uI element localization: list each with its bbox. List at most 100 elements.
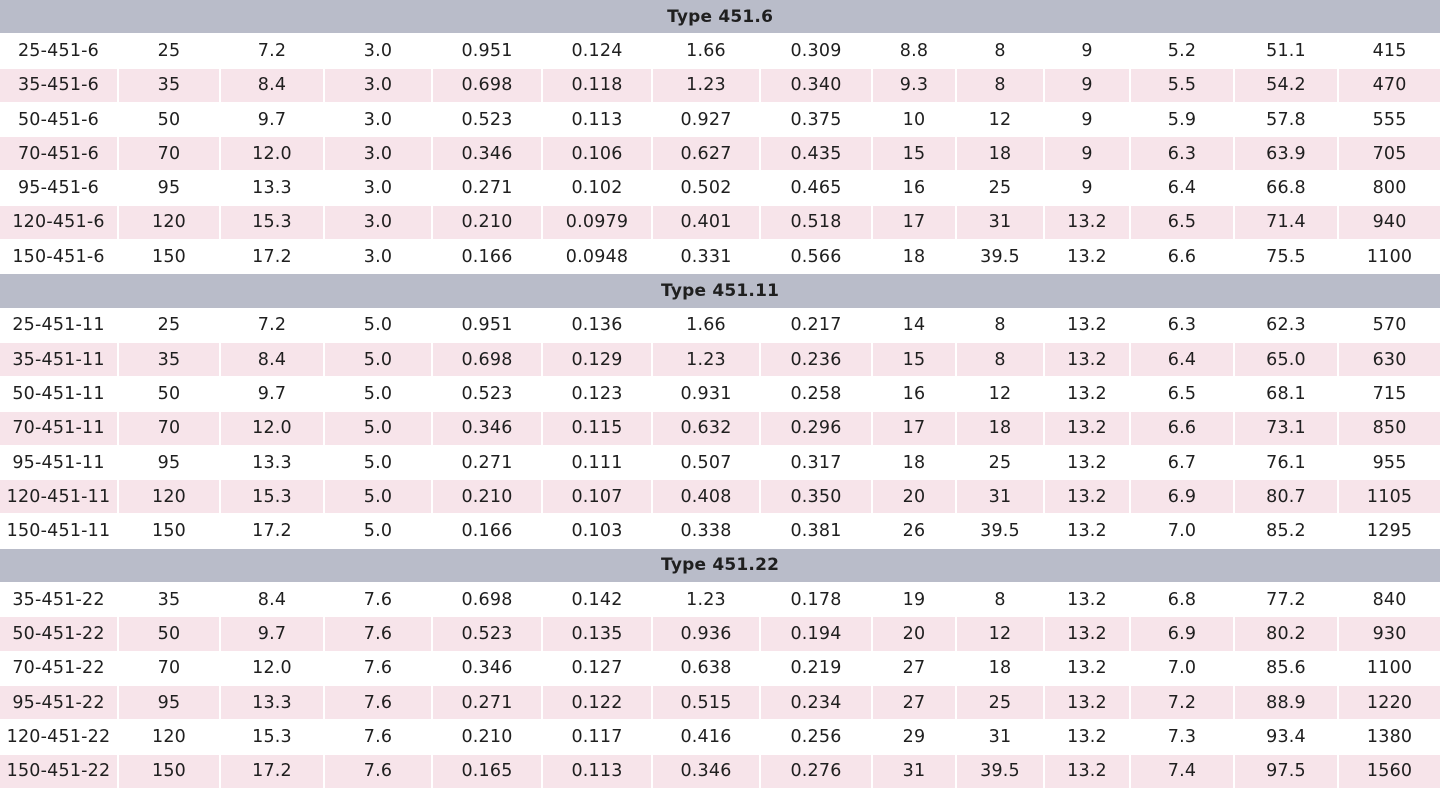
table-cell: 25 [957,445,1045,481]
table-cell: 16 [873,171,957,206]
table-cell: 12.0 [221,411,325,446]
type-code-cell: 50-451-6 [0,102,119,138]
table-cell: 0.518 [761,205,873,241]
table-cell: 13.2 [1045,754,1131,789]
table-cell: 15 [873,137,957,172]
table-cell: 715 [1339,377,1440,412]
table-cell: 0.408 [653,480,761,515]
table-cell: 3.0 [325,68,433,103]
section-title: Type 451.22 [0,548,1440,584]
table-cell: 0.502 [653,171,761,206]
table-row: 95-451-6 95 13.3 3.0 0.271 0.102 0.502 0.465 16 2… [0,171,1440,206]
table-cell: 6.4 [1131,342,1235,378]
table-cell: 20 [873,480,957,515]
table-cell: 13.2 [1045,342,1131,378]
table-cell: 7.3 [1131,720,1235,755]
type-code-cell: 120-451-22 [0,720,119,755]
table-cell: 35 [119,342,221,378]
table-cell: 5.0 [325,377,433,412]
table-cell: 0.113 [543,754,653,789]
table-cell: 6.4 [1131,171,1235,206]
table-cell: 3.0 [325,205,433,241]
table-cell: 27 [873,685,957,721]
table-row: 150-451-6 150 17.2 3.0 0.166 0.0948 0.331 0.566… [0,240,1440,275]
table-cell: 0.627 [653,137,761,172]
table-cell: 0.927 [653,102,761,138]
type-code-cell: 50-451-22 [0,617,119,652]
table-cell: 95 [119,685,221,721]
table-cell: 0.236 [761,342,873,378]
table-cell: 13.2 [1045,445,1131,481]
table-cell: 25 [957,171,1045,206]
section-header-row: Type 451.6 [0,0,1440,35]
table-cell: 13.2 [1045,514,1131,549]
table-cell: 0.698 [433,68,543,103]
type-code-cell: 95-451-22 [0,685,119,721]
table-cell: 85.6 [1235,651,1339,686]
table-cell: 12 [957,102,1045,138]
table-cell: 16 [873,377,957,412]
table-cell: 18 [957,137,1045,172]
table-cell: 13.2 [1045,685,1131,721]
table-cell: 95 [119,171,221,206]
table-cell: 13.2 [1045,651,1131,686]
table-cell: 0.523 [433,617,543,652]
table-cell: 13.2 [1045,583,1131,618]
table-cell: 7.2 [221,308,325,343]
type-code-cell: 150-451-6 [0,240,119,275]
type-code-cell: 35-451-11 [0,342,119,378]
table-row: 150-451-22 150 17.2 7.6 0.165 0.113 0.346 0.276… [0,754,1440,789]
table-cell: 6.5 [1131,377,1235,412]
table-cell: 3.0 [325,171,433,206]
table-cell: 1100 [1339,240,1440,275]
table-cell: 705 [1339,137,1440,172]
table-cell: 1.23 [653,342,761,378]
table-cell: 17.2 [221,240,325,275]
table-cell: 1100 [1339,651,1440,686]
table-cell: 0.317 [761,445,873,481]
table-cell: 35 [119,68,221,103]
table-cell: 12 [957,377,1045,412]
table-cell: 0.465 [761,171,873,206]
table-cell: 8.4 [221,68,325,103]
type-code-cell: 35-451-22 [0,583,119,618]
table-cell: 75.5 [1235,240,1339,275]
table-cell: 120 [119,720,221,755]
table-cell: 850 [1339,411,1440,446]
table-cell: 51.1 [1235,34,1339,69]
table-cell: 150 [119,240,221,275]
table-cell: 0.271 [433,171,543,206]
table-cell: 8 [957,342,1045,378]
table-cell: 1295 [1339,514,1440,549]
table-cell: 555 [1339,102,1440,138]
table-cell: 1105 [1339,480,1440,515]
table-cell: 0.375 [761,102,873,138]
table-cell: 25 [119,34,221,69]
table-cell: 0.103 [543,514,653,549]
table-cell: 9.7 [221,377,325,412]
table-row: 95-451-11 95 13.3 5.0 0.271 0.111 0.507 0.317 18… [0,445,1440,481]
table-cell: 62.3 [1235,308,1339,343]
table-cell: 0.296 [761,411,873,446]
table-row: 50-451-22 50 9.7 7.6 0.523 0.135 0.936 0.194 20 1… [0,617,1440,652]
table-cell: 120 [119,205,221,241]
table-row: 25-451-6 25 7.2 3.0 0.951 0.124 1.66 0.309 8.8 8 9… [0,34,1440,69]
table-row: 35-451-11 35 8.4 5.0 0.698 0.129 1.23 0.236 15 8 1… [0,342,1440,378]
table-cell: 13.2 [1045,720,1131,755]
table-cell: 7.2 [221,34,325,69]
table-cell: 5.9 [1131,102,1235,138]
table-cell: 0.217 [761,308,873,343]
table-cell: 0.951 [433,34,543,69]
table-cell: 14 [873,308,957,343]
table-cell: 0.115 [543,411,653,446]
table-cell: 70 [119,411,221,446]
table-cell: 12.0 [221,651,325,686]
table-cell: 0.566 [761,240,873,275]
table-cell: 9.7 [221,102,325,138]
table-cell: 6.6 [1131,240,1235,275]
table-cell: 70 [119,651,221,686]
section-header-row: Type 451.11 [0,274,1440,309]
table-row: 70-451-11 70 12.0 5.0 0.346 0.115 0.632 0.296 17… [0,411,1440,446]
table-cell: 7.4 [1131,754,1235,789]
